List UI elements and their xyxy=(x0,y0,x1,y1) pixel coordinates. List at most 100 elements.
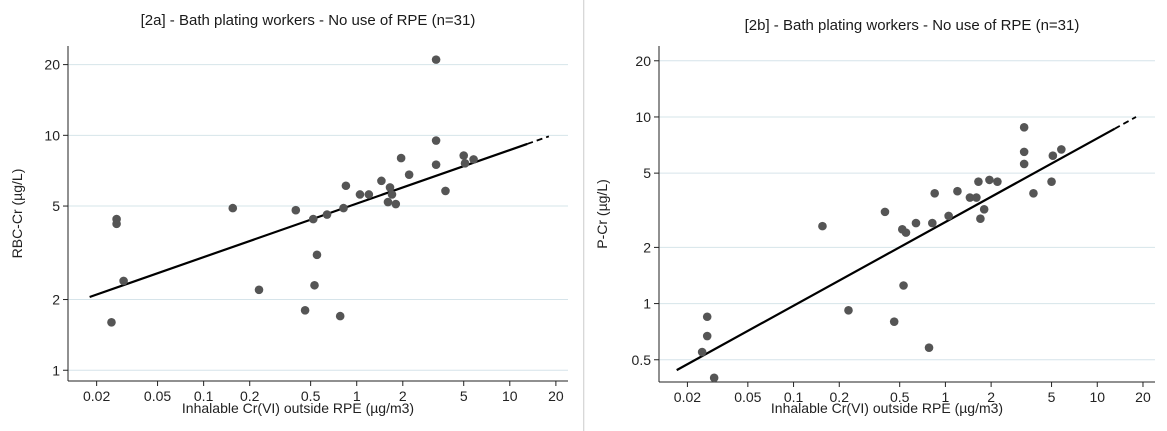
chart2a-y-tick-label: 1 xyxy=(52,362,60,378)
chart2a-data-point xyxy=(355,190,365,199)
chart2a-x-tick-label: 0.1 xyxy=(194,388,214,404)
chart2b-title: [2b] - Bath plating workers - No use of … xyxy=(745,17,1080,34)
chart2a-x-tick-label: 1 xyxy=(353,388,361,404)
chart2b-y-tick-label: 10 xyxy=(635,109,651,125)
chart2b-data-point xyxy=(1048,151,1058,161)
chart2a-data-point xyxy=(322,210,332,219)
chart2a-y-axis-label: RBC-Cr (µg/L) xyxy=(9,169,25,259)
chart2b-data-point xyxy=(1029,188,1038,198)
chart2b-x-tick-label: 5 xyxy=(1048,389,1056,405)
chart2a-fit-line-dashed xyxy=(526,135,550,145)
chart2b-data-point xyxy=(697,347,707,357)
chart2a-data-point xyxy=(431,160,441,169)
chart2a-data-point xyxy=(404,170,414,179)
chart-panel-2b: 0.5 1 2 5 10 20 0.02 0.05 0.1 0.2 0.5 1 2 5 10 20 [2b] -… xyxy=(585,0,1167,431)
chart2a-data-point xyxy=(364,190,374,199)
chart2a-data-point xyxy=(396,153,406,163)
chart2b-data-point xyxy=(953,186,962,196)
chart2a-x-tick-label: 20 xyxy=(548,388,564,404)
chart2b-x-tick-label: 10 xyxy=(1089,389,1105,405)
chart2b-fit-line xyxy=(676,127,1116,372)
chart2a-y-tick-label: 2 xyxy=(52,292,60,308)
chart2a-data-point xyxy=(300,305,310,315)
chart2a-data-point xyxy=(469,155,478,164)
chart2b-data-point xyxy=(965,193,975,202)
chart2b-data-point xyxy=(702,312,712,322)
chart2a-x-tick-label: 0.02 xyxy=(83,388,110,404)
chart2b-data-point xyxy=(1019,159,1029,169)
chart2a-x-tick-label: 5 xyxy=(460,388,468,404)
chart2b-y-tick-label: 0.5 xyxy=(632,352,652,368)
chart2b-x-tick-label: 20 xyxy=(1135,389,1151,405)
chart2a-y-tick-label: 5 xyxy=(52,198,60,214)
chart2b-data-point xyxy=(985,175,994,185)
chart2a-title: [2a] - Bath plating workers - No use of … xyxy=(141,12,476,29)
chart2a-data-point xyxy=(387,190,397,199)
chart2a-data-point xyxy=(459,151,469,160)
chart2a-plot-area xyxy=(68,46,568,381)
chart2a-data-point xyxy=(308,214,318,224)
chart2b-y-axis-label: P-Cr (µg/L) xyxy=(594,179,610,249)
chart2b-data-point xyxy=(1047,177,1056,186)
chart2a-data-point xyxy=(119,276,128,286)
chart2b-x-tick-label: 2 xyxy=(987,389,995,405)
chart2a-data-point xyxy=(291,205,301,215)
chart2a-x-tick-label: 10 xyxy=(502,388,518,404)
chart2b-x-tick-label: 0.2 xyxy=(830,389,850,405)
chart2a-data-point xyxy=(441,186,450,196)
chart2b-x-tick-label: 0.05 xyxy=(734,389,761,405)
chart2a-data-point xyxy=(228,203,238,213)
chart2b-fit-line-dashed xyxy=(1114,116,1137,130)
chart2b-data-point xyxy=(702,331,712,341)
chart2b-data-point xyxy=(974,177,983,186)
chart2b-y-tick-label: 1 xyxy=(643,296,651,312)
chart2b-y-tick-label: 5 xyxy=(643,165,651,181)
chart2b-data-point xyxy=(930,188,939,198)
chart2a-data-point xyxy=(460,159,470,168)
chart2b-plot-area xyxy=(659,46,1155,382)
chart2b-data-point xyxy=(844,306,853,315)
chart2b-data-point xyxy=(1019,123,1029,132)
chart2b-data-point xyxy=(1019,147,1029,157)
chart2b-data-point xyxy=(709,373,719,383)
chart2b-data-point xyxy=(818,221,827,231)
chart2b-x-tick-label: 0.1 xyxy=(784,389,804,405)
chart2a-x-tick-label: 0.5 xyxy=(301,388,321,404)
chart2b-data-point xyxy=(880,207,890,217)
chart2a-y-tick-label: 20 xyxy=(44,57,60,73)
chart2a-data-point xyxy=(383,197,393,207)
chart2b-x-tick-label: 0.02 xyxy=(674,389,701,405)
chart2b-data-point xyxy=(944,211,953,221)
chart2b-data-point xyxy=(976,214,985,223)
chart2a-fit-line xyxy=(89,142,528,299)
chart2a-data-point xyxy=(107,317,116,327)
chart2a-data-point xyxy=(377,176,386,186)
chart2a-data-point xyxy=(385,183,395,192)
chart2a-x-tick-label: 0.2 xyxy=(240,388,260,404)
chart2a-data-point xyxy=(431,136,441,145)
chart2a-data-point xyxy=(339,203,348,213)
chart2b-data-point xyxy=(993,177,1002,186)
chart2a-data-point xyxy=(312,250,322,260)
scatter-plot-2a: 1 2 5 10 20 0.02 0.05 0.1 0.2 0.5 1 2 5 10 20 [2a] - Ba… xyxy=(9,12,568,416)
chart2b-data-point xyxy=(972,193,981,202)
chart2a-data-point xyxy=(341,181,351,191)
chart2a-data-point xyxy=(391,199,401,209)
chart2b-data-point xyxy=(911,218,921,228)
chart2b-y-tick-label: 20 xyxy=(635,53,651,69)
chart2a-x-tick-label: 2 xyxy=(399,388,407,404)
chart2a-data-point xyxy=(254,285,264,295)
chart2b-data-point xyxy=(979,205,989,214)
chart2b-x-tick-label: 1 xyxy=(942,389,950,405)
chart2a-x-tick-label: 0.05 xyxy=(144,388,171,404)
chart2a-data-point xyxy=(431,55,441,64)
chart2b-data-point xyxy=(901,228,911,237)
chart2a-y-tick-label: 10 xyxy=(44,127,60,143)
chart2b-x-tick-label: 0.5 xyxy=(890,389,910,405)
scatter-plot-2b: 0.5 1 2 5 10 20 0.02 0.05 0.1 0.2 0.5 1 2 5 10 20 [2b] -… xyxy=(594,17,1155,416)
chart-panel-2a: 1 2 5 10 20 0.02 0.05 0.1 0.2 0.5 1 2 5 10 20 [2a] - Ba… xyxy=(0,0,584,431)
chart2b-x-axis-label: Inhalable Cr(VI) outside RPE (µg/m3) xyxy=(771,400,1003,416)
chart2a-x-axis-label: Inhalable Cr(VI) outside RPE (µg/m3) xyxy=(182,400,414,416)
chart2a-data-point xyxy=(310,280,319,290)
chart2b-data-point xyxy=(889,317,899,326)
